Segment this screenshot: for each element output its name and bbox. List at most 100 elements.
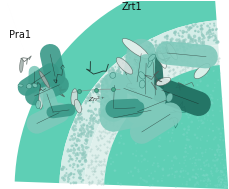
Circle shape xyxy=(101,90,104,92)
Circle shape xyxy=(89,119,92,122)
Circle shape xyxy=(191,40,195,43)
Circle shape xyxy=(187,111,189,113)
Circle shape xyxy=(152,129,154,131)
Circle shape xyxy=(97,84,100,88)
Circle shape xyxy=(185,81,187,83)
Circle shape xyxy=(75,160,77,162)
Circle shape xyxy=(215,184,217,187)
Circle shape xyxy=(205,185,208,187)
Circle shape xyxy=(192,169,194,171)
Circle shape xyxy=(192,87,194,90)
Circle shape xyxy=(73,147,75,149)
Circle shape xyxy=(170,41,172,43)
Circle shape xyxy=(146,60,148,63)
Circle shape xyxy=(78,160,80,162)
Circle shape xyxy=(188,88,189,90)
Circle shape xyxy=(194,39,197,42)
Circle shape xyxy=(197,127,199,129)
Circle shape xyxy=(83,155,87,158)
Circle shape xyxy=(158,47,161,50)
Circle shape xyxy=(150,45,152,47)
Circle shape xyxy=(220,97,223,100)
Circle shape xyxy=(79,133,82,136)
Circle shape xyxy=(81,152,85,156)
Circle shape xyxy=(112,68,114,71)
Circle shape xyxy=(74,142,75,144)
Circle shape xyxy=(179,35,181,37)
Circle shape xyxy=(145,170,147,171)
Circle shape xyxy=(83,124,85,127)
Circle shape xyxy=(130,75,133,78)
Circle shape xyxy=(133,72,136,75)
Circle shape xyxy=(215,157,216,158)
Circle shape xyxy=(189,159,191,160)
Circle shape xyxy=(186,86,188,88)
Circle shape xyxy=(142,65,144,67)
Circle shape xyxy=(143,58,145,60)
Circle shape xyxy=(224,187,226,189)
Circle shape xyxy=(216,149,219,152)
Circle shape xyxy=(174,176,176,178)
Circle shape xyxy=(82,168,85,170)
Circle shape xyxy=(199,159,201,161)
Circle shape xyxy=(215,41,217,44)
Circle shape xyxy=(153,50,155,52)
Circle shape xyxy=(185,155,187,157)
Circle shape xyxy=(214,164,216,167)
Circle shape xyxy=(89,105,91,107)
Circle shape xyxy=(78,177,80,179)
Circle shape xyxy=(116,94,118,96)
Circle shape xyxy=(132,70,134,71)
Circle shape xyxy=(76,140,78,143)
Circle shape xyxy=(84,159,87,163)
Circle shape xyxy=(174,99,177,102)
Circle shape xyxy=(192,25,195,27)
Circle shape xyxy=(97,84,101,87)
Circle shape xyxy=(180,42,182,44)
Circle shape xyxy=(105,78,108,81)
Circle shape xyxy=(100,80,102,83)
Circle shape xyxy=(219,149,221,150)
Circle shape xyxy=(72,163,75,166)
Circle shape xyxy=(82,128,85,131)
Circle shape xyxy=(214,87,215,88)
Circle shape xyxy=(198,36,201,40)
Ellipse shape xyxy=(18,84,23,87)
Circle shape xyxy=(112,71,116,74)
Circle shape xyxy=(135,143,137,145)
Circle shape xyxy=(134,62,136,65)
Circle shape xyxy=(213,39,215,42)
Circle shape xyxy=(182,32,184,34)
Circle shape xyxy=(88,146,90,148)
Circle shape xyxy=(164,54,167,57)
Circle shape xyxy=(218,176,219,178)
Circle shape xyxy=(68,154,71,157)
Circle shape xyxy=(92,91,94,94)
Circle shape xyxy=(98,110,101,113)
Circle shape xyxy=(214,160,216,162)
Ellipse shape xyxy=(148,54,155,61)
Circle shape xyxy=(224,187,226,188)
Circle shape xyxy=(220,183,222,185)
Circle shape xyxy=(212,29,214,31)
Circle shape xyxy=(214,153,216,156)
Circle shape xyxy=(215,170,218,173)
Circle shape xyxy=(173,156,176,159)
Circle shape xyxy=(119,83,121,85)
Circle shape xyxy=(202,40,205,43)
Circle shape xyxy=(159,60,161,62)
Circle shape xyxy=(221,154,222,156)
Circle shape xyxy=(77,116,80,120)
Circle shape xyxy=(165,50,168,52)
Ellipse shape xyxy=(39,87,44,109)
Circle shape xyxy=(180,170,182,172)
Circle shape xyxy=(224,149,226,150)
Circle shape xyxy=(116,154,118,156)
Circle shape xyxy=(135,71,137,73)
Circle shape xyxy=(220,181,222,183)
Circle shape xyxy=(113,94,115,95)
Circle shape xyxy=(225,176,226,178)
Circle shape xyxy=(202,175,203,176)
Circle shape xyxy=(105,79,109,83)
Circle shape xyxy=(175,86,177,88)
